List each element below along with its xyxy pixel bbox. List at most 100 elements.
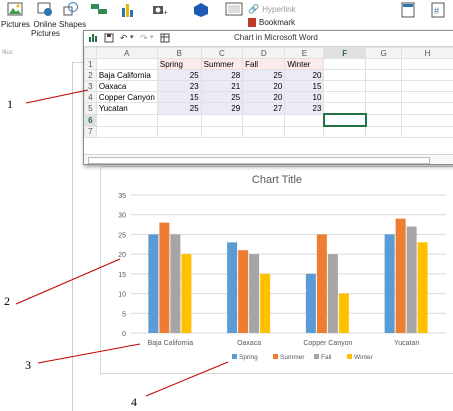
cell[interactable]: 20	[242, 91, 286, 103]
cell[interactable]	[365, 58, 403, 70]
column-header[interactable]: C	[200, 47, 244, 59]
cell[interactable]	[401, 80, 453, 92]
cell[interactable]	[284, 125, 325, 138]
cell[interactable]	[242, 113, 286, 127]
cell[interactable]	[95, 58, 158, 70]
column-header[interactable]: D	[242, 47, 286, 59]
column-header[interactable]: B	[156, 47, 202, 59]
cell[interactable]	[322, 113, 367, 127]
cell[interactable]: 20	[284, 69, 325, 81]
cell[interactable]	[284, 113, 325, 127]
cell[interactable]	[401, 69, 453, 81]
cell[interactable]	[200, 113, 244, 127]
cell[interactable]	[156, 125, 202, 138]
cell[interactable]	[401, 125, 453, 138]
cell[interactable]: 23	[156, 80, 202, 92]
screenshot-button[interactable]: +	[150, 2, 170, 20]
cell[interactable]	[401, 91, 453, 103]
cell[interactable]: Winter	[284, 58, 325, 70]
column-header[interactable]: F	[323, 47, 367, 59]
cell[interactable]: Oaxaca	[95, 80, 158, 92]
cell[interactable]: 10	[284, 91, 325, 103]
cell[interactable]: Spring	[156, 58, 202, 70]
cell[interactable]: 23	[284, 102, 325, 115]
row-header[interactable]: 7	[84, 125, 97, 138]
undo-dropdown-icon[interactable]: ▾	[130, 34, 134, 41]
addins-button[interactable]	[192, 2, 210, 22]
cell[interactable]	[365, 113, 403, 127]
cell[interactable]: 21	[200, 80, 244, 92]
callout-2: 2	[4, 294, 10, 308]
cell[interactable]: 15	[284, 80, 325, 92]
select-all-corner[interactable]	[84, 47, 97, 59]
redo-dropdown-icon[interactable]: ▾	[150, 34, 154, 41]
row-header[interactable]: 4	[84, 91, 97, 103]
cell[interactable]: 29	[200, 102, 244, 115]
cell[interactable]: 27	[242, 102, 286, 115]
cell[interactable]: 25	[156, 102, 202, 115]
cell[interactable]	[365, 80, 403, 92]
column-header[interactable]: G	[365, 47, 403, 59]
legend-entry: Winter	[354, 354, 374, 361]
online-pictures-button[interactable]: Online Pictures	[31, 2, 60, 38]
cell[interactable]	[401, 102, 453, 115]
row-header[interactable]: 1	[84, 58, 97, 70]
cell[interactable]: Copper Canyon	[95, 91, 158, 103]
cell[interactable]	[200, 125, 244, 138]
shapes-button[interactable]: Shapes	[59, 2, 86, 29]
row-header[interactable]: 6	[84, 113, 97, 127]
horizontal-scrollbar[interactable]	[84, 154, 453, 164]
cell[interactable]: 28	[200, 69, 244, 81]
cell[interactable]: Fall	[242, 58, 286, 70]
column-header[interactable]: A	[95, 47, 158, 59]
chart-button[interactable]	[118, 2, 138, 22]
row-header[interactable]: 3	[84, 80, 97, 92]
cell[interactable]	[323, 69, 367, 81]
spreadsheet-grid[interactable]: A B C D E F G H 1 Spring Summer Fall Winter 2 Baja Cal…	[84, 47, 453, 138]
hyperlink-icon: 🔗	[248, 4, 260, 14]
cell[interactable]: 15	[156, 91, 202, 103]
cell[interactable]	[95, 113, 158, 127]
save-icon[interactable]	[104, 33, 114, 45]
redo-icon[interactable]: ↷	[140, 33, 148, 43]
column-header[interactable]: H	[401, 47, 453, 59]
column-header[interactable]: E	[284, 47, 325, 59]
cell[interactable]	[95, 125, 158, 138]
cell[interactable]	[242, 125, 286, 138]
cell[interactable]: 25	[156, 69, 202, 81]
hyperlink-button[interactable]: 🔗 Hyperlink	[248, 4, 296, 15]
header-button[interactable]	[398, 2, 418, 22]
cell[interactable]	[323, 58, 367, 70]
cell[interactable]: 25	[242, 69, 286, 81]
cell[interactable]	[323, 102, 367, 115]
cell[interactable]	[323, 91, 367, 103]
chart-object[interactable]: Chart Title 0 5 10 15 20 25 30 35 Baja California…	[100, 166, 453, 374]
cell[interactable]: 25	[200, 91, 244, 103]
cell[interactable]: Summer	[200, 58, 244, 70]
online-video-button[interactable]	[224, 2, 244, 20]
cell[interactable]	[365, 102, 403, 115]
row-header[interactable]: 2	[84, 69, 97, 81]
y-tick-label: 25	[118, 232, 126, 239]
cell[interactable]	[365, 69, 403, 81]
page-number-button[interactable]: #	[428, 2, 448, 22]
undo-icon[interactable]: ↶	[120, 33, 128, 43]
cell[interactable]	[156, 113, 202, 127]
cell[interactable]: 20	[242, 80, 286, 92]
cell[interactable]: Yucatan	[95, 102, 158, 115]
smartart-button[interactable]	[89, 2, 109, 20]
cell[interactable]	[365, 91, 403, 103]
bookmark-button[interactable]: Bookmark	[248, 18, 295, 27]
cell[interactable]	[401, 113, 453, 127]
scrollbar-thumb[interactable]	[88, 157, 430, 164]
cell[interactable]	[401, 58, 453, 70]
y-tick-label: 20	[118, 252, 126, 259]
row-header[interactable]: 5	[84, 102, 97, 115]
cell[interactable]	[365, 125, 403, 138]
edit-data-icon[interactable]	[160, 33, 170, 45]
pictures-button[interactable]: Pictures	[1, 2, 30, 29]
cell[interactable]: Baja California	[95, 69, 158, 81]
cell[interactable]	[323, 80, 367, 92]
cell[interactable]	[323, 125, 367, 138]
